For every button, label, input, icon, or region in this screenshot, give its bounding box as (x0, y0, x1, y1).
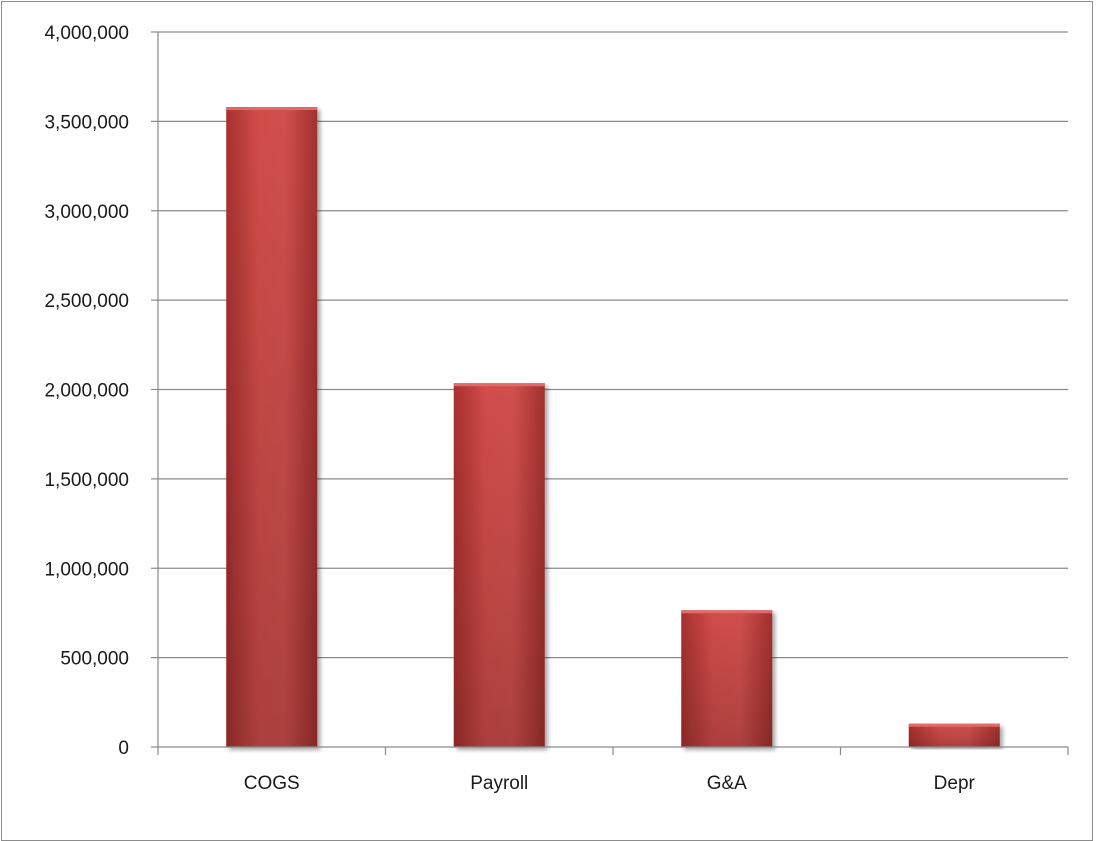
y-tick-label: 2,000,000 (44, 381, 129, 402)
x-category-label: G&A (707, 773, 747, 794)
bar-shade (681, 610, 773, 747)
bar-payroll (453, 383, 545, 747)
bar-chart: 0 500,000 1,000,000 1,500,000 2,000,000 2,500… (44, 23, 1069, 794)
bar-cogs (226, 107, 318, 747)
y-tick-label: 3,000,000 (44, 202, 129, 223)
bar-g-a (681, 610, 773, 747)
y-tick-label: 1,500,000 (44, 470, 129, 491)
y-tick-label: 3,500,000 (44, 112, 129, 133)
bar-shade (908, 723, 1000, 747)
y-tick-label: 500,000 (60, 649, 129, 670)
bar-top-highlight (226, 107, 318, 111)
x-category-label: Depr (934, 773, 976, 794)
bar-top-highlight (681, 610, 773, 614)
x-category-label: Payroll (470, 773, 528, 794)
y-tick-label: 1,000,000 (44, 559, 129, 580)
y-tick-label: 4,000,000 (44, 23, 129, 44)
bar-top-highlight (908, 723, 1000, 727)
bar-shade (453, 383, 545, 747)
x-category-label: COGS (244, 773, 300, 794)
bar-depr (908, 723, 1000, 747)
bar-shade (226, 107, 318, 747)
y-tick-label: 2,500,000 (44, 291, 129, 312)
bar-top-highlight (453, 383, 545, 387)
y-tick-label: 0 (118, 738, 129, 759)
